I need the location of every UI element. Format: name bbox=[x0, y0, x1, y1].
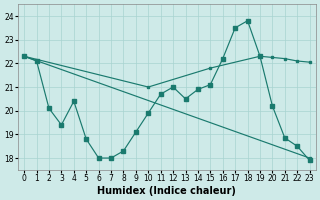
X-axis label: Humidex (Indice chaleur): Humidex (Indice chaleur) bbox=[98, 186, 236, 196]
